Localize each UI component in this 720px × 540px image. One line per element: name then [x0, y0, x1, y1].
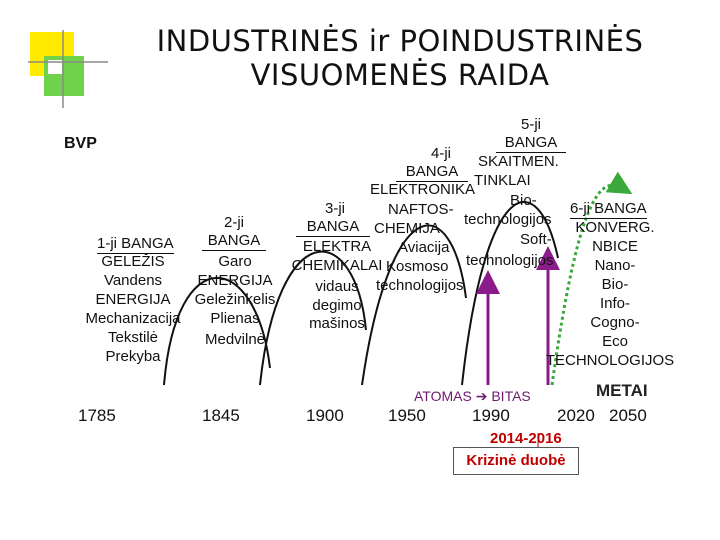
- wave3-item-2: CHEMIKALAI: [291, 257, 383, 274]
- wave3-item-5: mašinos: [309, 315, 365, 332]
- year-label-1950: 1950: [388, 406, 426, 425]
- wave5-title-line1: 5-ji: [520, 116, 541, 133]
- wave3-title-line1: 3-ji: [324, 200, 345, 217]
- wave4-item-5: Kosmoso: [386, 258, 449, 275]
- wave1-item-3: ENERGIJA: [95, 291, 171, 308]
- wave5-item-3: Bio-: [510, 192, 537, 209]
- wave-curve-4: [461, 201, 559, 386]
- wave1-title: 1-ji BANGA: [97, 235, 174, 254]
- wave1-item-1: GELEŽIS: [101, 253, 165, 270]
- year-label-1900: 1900: [306, 406, 344, 425]
- wave6-item-5: Info-: [599, 295, 630, 312]
- wave2-item-4: Plienas: [210, 310, 260, 327]
- wave5-title-line2: BANGA: [496, 134, 566, 153]
- wave6-item-2: NBICE: [592, 238, 638, 255]
- page-title-line2: VISUOMENĖS RAIDA: [250, 58, 550, 92]
- bit-label: BITAS: [491, 388, 531, 404]
- wave6-item-7: Eco: [602, 333, 628, 350]
- x-axis-label: METAI: [596, 381, 648, 400]
- wave2-title-line2: BANGA: [202, 232, 266, 251]
- wave1-item-6: Prekyba: [105, 348, 161, 365]
- crisis-label: Krizinė duobė: [453, 447, 579, 475]
- wave6-item-3: Nano-: [594, 257, 636, 274]
- wave1-item-4: Mechanizacija: [85, 310, 181, 327]
- wave2-item-2: ENERGIJA: [197, 272, 273, 289]
- wave-curve-2: [259, 250, 367, 386]
- wave2-item-3: Geležinkelis: [194, 291, 276, 308]
- wave1-item-5: Tekstilė: [107, 329, 159, 346]
- wave4-item-2: NAFTOS-: [388, 201, 454, 218]
- wave3-item-3: vidaus: [315, 278, 359, 295]
- year-label-2050: 2050: [609, 406, 647, 425]
- wave5-item-4: technologijos: [464, 211, 552, 228]
- wave6-item-4: Bio-: [601, 276, 629, 293]
- wave4-title-line2: BANGA: [396, 163, 468, 182]
- year-label-1845: 1845: [202, 406, 240, 425]
- wave3-item-1: ELEKTRA: [302, 238, 372, 255]
- wave4-item-6: technologijos: [376, 277, 464, 294]
- wave6-item-1: KONVERG.: [575, 219, 655, 236]
- y-axis-label: BVP: [64, 135, 97, 152]
- wave2-title-line1: 2-ji: [223, 214, 244, 231]
- atom-label: ATOMAS: [414, 388, 472, 404]
- wave4-item-4: Aviacija: [398, 239, 450, 256]
- wave4-item-1: ELEKTRONIKA: [370, 181, 476, 198]
- wave3-item-4: degimo: [312, 297, 362, 314]
- wave2-item-5: Medvilnė: [204, 331, 266, 348]
- wave6-item-8: TECHNOLOGIJOS: [545, 352, 675, 369]
- wave2-item-1: Garo: [218, 253, 252, 270]
- wave5-item-6: technologijos: [466, 252, 554, 269]
- arrow-right-icon: ➔: [475, 388, 488, 404]
- wave3-title-line2: BANGA: [296, 218, 370, 237]
- wave5-item-1: SKAITMEN.: [478, 153, 559, 170]
- year-label-1990: 1990: [472, 406, 510, 425]
- wave4-item-3: CHEMIJA: [374, 220, 440, 237]
- year-label-1785: 1785: [78, 406, 116, 425]
- wave5-item-2: TINKLAI: [474, 172, 531, 189]
- wave-curve-3: [361, 224, 467, 386]
- page-title-line1: INDUSTRINĖS ir POINDUSTRINĖS: [156, 24, 644, 58]
- wave4-title-line1: 4-ji: [430, 145, 451, 162]
- crisis-years: 2014-2016: [490, 430, 562, 447]
- wave-curve-6: [550, 171, 633, 386]
- wave5-item-5: Soft-: [520, 231, 552, 248]
- wave-curve-1: [163, 277, 271, 386]
- wave6-title: 6-ji BANGA: [570, 200, 647, 219]
- wave1-item-2: Vandens: [103, 272, 163, 289]
- corner-decoration: [28, 30, 108, 108]
- deco-white-square: [48, 60, 62, 74]
- atom-bit-transition: ATOMAS ➔ BITAS: [414, 388, 531, 405]
- year-label-2020: 2020: [557, 406, 595, 425]
- wave6-item-6: Cogno-: [590, 314, 640, 331]
